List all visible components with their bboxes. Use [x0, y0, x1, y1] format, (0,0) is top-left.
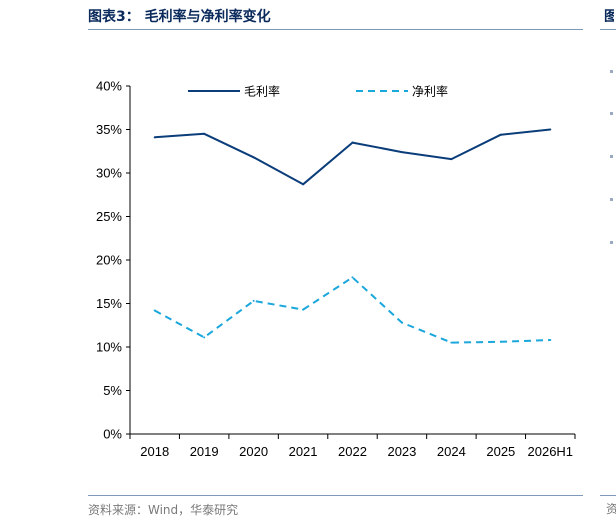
y-tick-label: 15% — [96, 296, 122, 311]
x-tick-label: 2026H1 — [528, 444, 574, 459]
adjacent-source-fragment: 资 — [606, 502, 616, 516]
legend: 毛利率 净利率 — [188, 84, 448, 99]
x-tick-label: 2019 — [190, 444, 219, 459]
legend-label-1: 毛利率 — [244, 84, 280, 99]
data-point — [153, 136, 156, 139]
series-line-2 — [154, 276, 551, 344]
y-tick-label: 20% — [96, 253, 122, 268]
series-layer — [153, 128, 552, 344]
x-tick-label: 2018 — [140, 444, 169, 459]
x-tick-label: 2020 — [239, 444, 268, 459]
data-point — [203, 132, 206, 135]
series-line-1 — [154, 128, 551, 186]
x-tick-label: 2023 — [387, 444, 416, 459]
x-axis: 2018 2019 2020 2021 2022 2023 2024 2025 2026H1 — [129, 433, 576, 459]
data-point — [450, 158, 453, 161]
x-tick-label: 2025 — [486, 444, 515, 459]
data-point — [400, 151, 403, 154]
data-point — [153, 309, 156, 312]
data-point — [499, 133, 502, 136]
data-point — [351, 141, 354, 144]
y-tick-label: 0% — [103, 427, 122, 442]
adjacent-source-rule — [600, 495, 616, 496]
y-tick-label: 30% — [96, 166, 122, 181]
y-tick-label: 35% — [96, 122, 122, 137]
figure-title: 图表3： 毛利率与净利率变化 — [88, 9, 271, 25]
source-rule — [88, 495, 583, 496]
x-tick-label: 2022 — [338, 444, 367, 459]
data-point — [302, 183, 305, 186]
data-point — [499, 340, 502, 343]
adjacent-title-rule — [600, 29, 616, 30]
legend-label-2: 净利率 — [412, 84, 448, 99]
data-point — [351, 276, 354, 279]
y-axis: 0% 5% 10% 15% 20% 25% 30% 35% 40% — [96, 79, 131, 442]
adjacent-chart-fragment — [608, 60, 616, 260]
data-point — [549, 339, 552, 342]
x-tick-label: 2024 — [437, 444, 466, 459]
data-point — [252, 299, 255, 302]
adjacent-figure-fragment: 图 — [604, 9, 614, 22]
data-point — [203, 336, 206, 339]
data-point — [549, 128, 552, 131]
x-tick-label: 2021 — [289, 444, 318, 459]
data-point — [252, 156, 255, 159]
data-point — [400, 321, 403, 324]
source-note: 资料来源：Wind，华泰研究 — [88, 503, 239, 517]
y-tick-label: 25% — [96, 209, 122, 224]
y-tick-label: 40% — [96, 79, 122, 94]
y-tick-label: 10% — [96, 340, 122, 355]
y-tick-label: 5% — [103, 383, 122, 398]
data-point — [450, 341, 453, 344]
title-rule — [88, 29, 583, 30]
data-point — [302, 308, 305, 311]
